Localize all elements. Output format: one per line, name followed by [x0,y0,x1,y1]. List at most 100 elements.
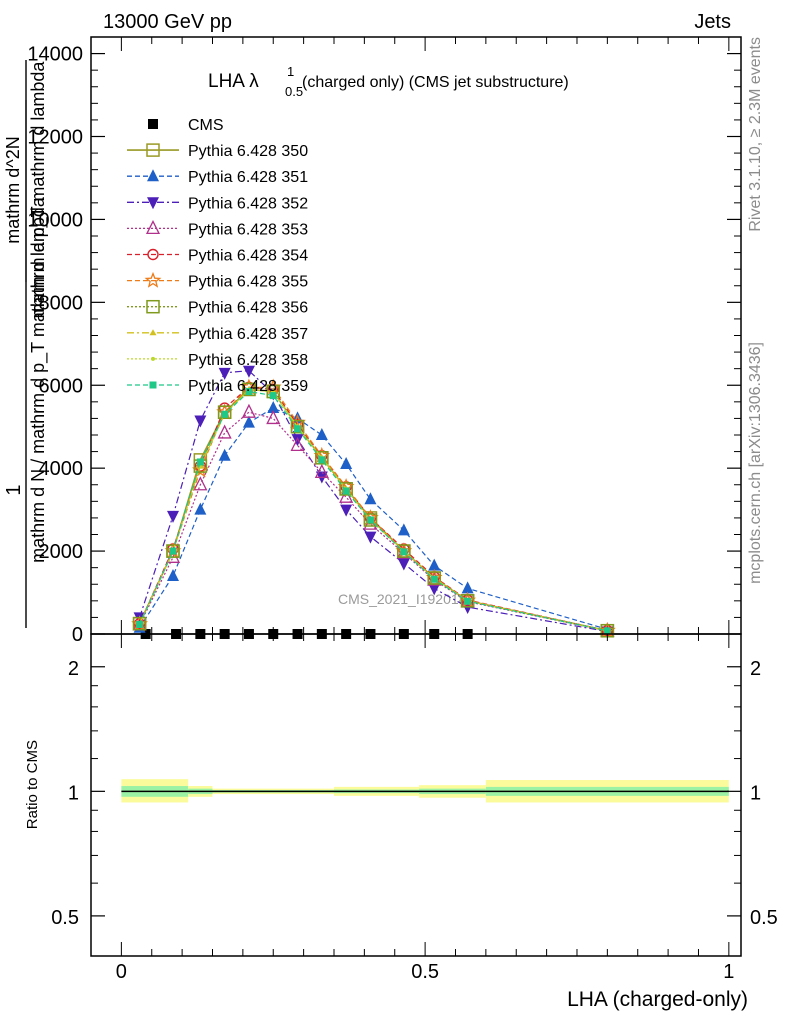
data-point-s356 [315,451,329,465]
data-point-s359 [400,548,408,556]
data-point-s351 [218,448,231,461]
data-point-s359 [464,597,472,605]
legend-label-s353: Pythia 6.428 353 [188,221,308,238]
ratio-y-tick-label: 0.5 [51,907,79,929]
data-point-s352 [397,558,410,571]
series-line-s351 [139,407,608,630]
x-tick-label: 0 [116,961,127,983]
data-point-s352 [242,365,255,378]
y-label-d2n: mathrm d^2N [3,136,23,243]
legend-entry-s358: Pythia 6.428 358 [127,352,308,369]
ratio-bands [121,779,729,803]
x-tick-label: 1 [723,961,734,983]
data-point-s351 [267,401,280,414]
plot-title-superscript: 1 [287,64,294,79]
legend-label-s356: Pythia 6.428 356 [188,300,308,317]
legend-marker-s359 [149,381,157,389]
legend-label-cms: CMS [188,117,224,134]
analysis-watermark: CMS_2021_I1920187 [338,591,474,607]
main-y-tick-label: 0 [72,624,83,646]
legend-entry-s350: Pythia 6.428 350 [127,143,308,160]
data-point-s351 [242,415,255,428]
header-jets: Jets [694,11,731,33]
ratio-y-tick-label: 1 [68,782,79,804]
series-s359 [136,387,611,635]
data-point-s351 [428,558,441,571]
data-point-s356 [166,544,180,558]
plot-title-subscript: 0.5 [285,84,303,99]
ratio-y-axis-label: Ratio to CMS [24,740,41,829]
data-point-s351 [340,457,353,470]
main-y-tick-label: 6000 [39,375,84,397]
legend-label-s350: Pythia 6.428 350 [188,143,308,160]
legend-label-s359: Pythia 6.428 359 [188,378,308,395]
legend-entry-s356: Pythia 6.428 356 [127,300,308,317]
data-point-s356 [363,513,378,527]
y-label-numerator: 1 [3,484,25,495]
data-point-s359 [136,620,144,628]
y-label-dpt-dlambda: mathrm d p_T mathrm d lambda [28,61,49,319]
legend-entry-s354: Pythia 6.428 354 [127,248,308,265]
ratio-y-tick-label-right: 2 [750,658,761,680]
data-point-s356 [427,571,441,585]
data-point-s353 [193,476,208,491]
data-point-s353 [241,403,256,418]
legend-marker-s356 [146,299,160,314]
header-energy: 13000 GeV pp [103,11,232,33]
legend-marker-s352 [147,197,159,210]
data-point-s359 [269,392,277,400]
legend-marker-s355 [144,271,162,288]
main-y-tick-label: 12000 [27,127,83,149]
data-point-s352 [194,415,207,428]
data-point-s356 [397,544,411,558]
legend-entry-s353: Pythia 6.428 353 [127,219,308,238]
main-y-tick-label: 14000 [27,44,83,66]
legend-label-s354: Pythia 6.428 354 [188,248,308,265]
mcplots-label: mcplots.cern.ch [arXiv:1306.3436] [747,342,764,584]
legend-marker-s353 [145,219,161,235]
data-point-s356 [460,594,475,608]
legend-entry-cms: CMS [148,117,224,134]
data-point-s359 [294,425,302,433]
series-line-s359 [139,390,608,632]
y-label-dnde: mathrm d N / mathrm d p_T mathrm d lambd… [28,196,49,563]
plot-title: LHA λ 1 0.5 (charged only) (CMS jet subs… [208,64,569,99]
legend-entry-s359: Pythia 6.428 359 [127,378,308,395]
main-y-tick-label: 4000 [39,458,84,480]
data-point-s359 [430,575,438,583]
data-point-s359 [245,387,253,395]
ratio-plot-frame [90,633,742,957]
data-point-s356 [290,419,305,434]
legend-entry-s357: Pythia 6.428 357 [127,326,308,343]
main-y-tick-label: 2000 [39,541,84,563]
data-point-s353 [339,488,354,503]
ratio-y-tick-label-right: 1 [750,782,761,804]
ratio-y-tick-label-right: 0.5 [750,907,778,929]
data-point-s353 [217,424,232,439]
legend-entry-s352: Pythia 6.428 352 [127,195,308,212]
data-point-s353 [290,436,305,452]
data-point-s359 [342,487,350,495]
legend-marker-s350 [146,143,160,157]
legend-marker-s357 [149,329,157,336]
x-axis-label: LHA (charged-only) [567,988,748,1011]
data-point-s355 [192,461,209,478]
legend-entry-s355: Pythia 6.428 355 [127,271,308,291]
ratio-y-tick-label: 2 [68,658,79,680]
legend-marker-cms [148,119,158,129]
legend-entry-s351: Pythia 6.428 351 [127,169,308,186]
data-point-s351 [194,502,207,515]
legend-marker-s358 [151,356,155,361]
data-point-s352 [167,510,180,523]
legend-label-s355: Pythia 6.428 355 [188,274,308,291]
svg-text:LHA λ: LHA λ [208,71,259,92]
data-point-s351 [461,581,474,594]
data-point-s352 [428,583,441,596]
main-y-tick-label: 8000 [39,292,84,314]
data-point-s351 [167,568,180,581]
series-line-s358 [139,388,608,632]
data-point-s356 [242,382,256,397]
data-point-s359 [603,627,611,635]
data-point-s351 [315,428,328,440]
legend-label-s358: Pythia 6.428 358 [188,352,308,369]
